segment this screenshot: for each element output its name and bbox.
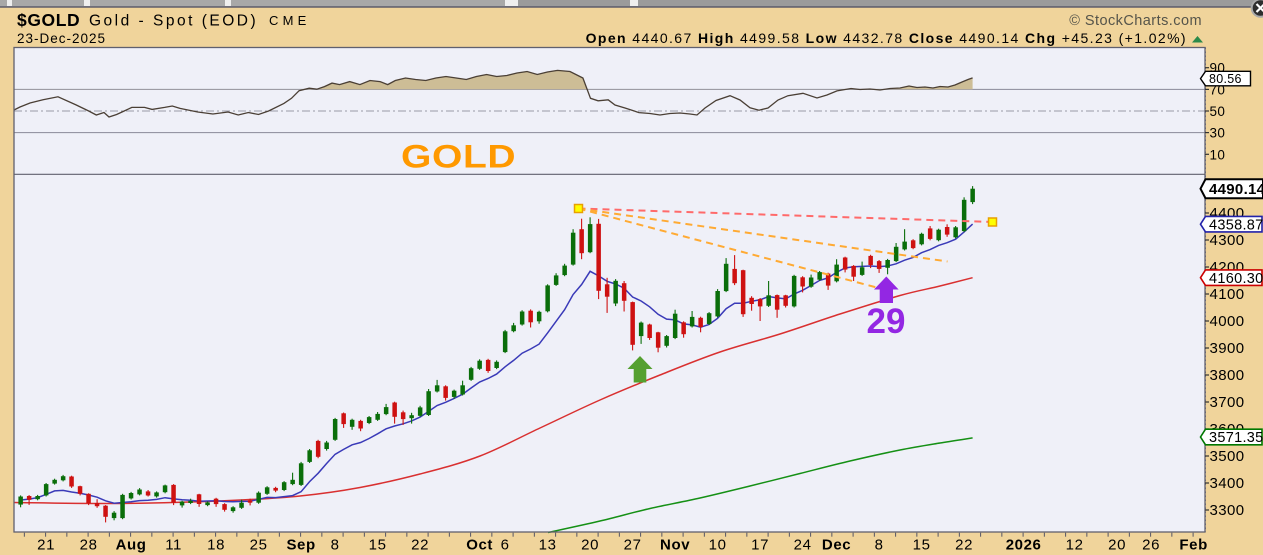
svg-text:22: 22: [955, 537, 973, 554]
svg-text:13: 13: [539, 537, 557, 554]
svg-text:80.56: 80.56: [1209, 72, 1242, 86]
svg-text:29: 29: [867, 302, 906, 341]
svg-text:27: 27: [624, 537, 642, 554]
svg-text:10: 10: [1210, 147, 1226, 162]
svg-text:25: 25: [250, 537, 268, 554]
svg-text:3800: 3800: [1210, 367, 1245, 384]
svg-text:15: 15: [913, 537, 931, 554]
svg-text:Oct: Oct: [466, 537, 493, 554]
svg-text:20: 20: [581, 537, 599, 554]
svg-text:Dec: Dec: [822, 537, 851, 554]
svg-text:Gold - Spot (EOD): Gold - Spot (EOD): [89, 13, 258, 30]
svg-text:50: 50: [1210, 104, 1226, 119]
svg-text:11: 11: [165, 537, 182, 554]
svg-text:4490.14: 4490.14: [1209, 181, 1263, 198]
svg-text:4300: 4300: [1210, 232, 1245, 249]
svg-text:Nov: Nov: [660, 537, 690, 554]
svg-text:30: 30: [1210, 126, 1226, 141]
svg-text:24: 24: [794, 537, 812, 554]
svg-text:Sep: Sep: [286, 537, 315, 554]
svg-text:3500: 3500: [1210, 448, 1245, 465]
svg-text:3700: 3700: [1210, 394, 1245, 411]
svg-text:22: 22: [411, 537, 429, 554]
svg-text:$GOLD: $GOLD: [17, 10, 80, 30]
svg-text:CME: CME: [269, 13, 311, 28]
svg-text:10: 10: [709, 537, 727, 554]
svg-text:23-Dec-2025: 23-Dec-2025: [17, 31, 106, 46]
svg-text:26: 26: [1142, 537, 1160, 554]
svg-text:3571.35: 3571.35: [1209, 430, 1263, 446]
svg-text:8: 8: [875, 537, 884, 554]
svg-text:15: 15: [369, 537, 387, 554]
svg-text:3300: 3300: [1210, 502, 1245, 519]
svg-text:3400: 3400: [1210, 475, 1245, 492]
svg-text:4160.30: 4160.30: [1209, 271, 1263, 287]
svg-text:6: 6: [501, 537, 510, 554]
svg-text:21: 21: [37, 537, 55, 554]
svg-text:20: 20: [1108, 537, 1126, 554]
svg-text:8: 8: [331, 537, 340, 554]
svg-text:28: 28: [80, 537, 98, 554]
svg-text:17: 17: [751, 537, 769, 554]
svg-text:18: 18: [207, 537, 225, 554]
svg-text:Open 4440.67 High 4499.58 Lo: Open 4440.67 High 4499.58 Low 4432.78 Cl…: [586, 30, 1187, 46]
svg-text:4000: 4000: [1210, 313, 1245, 330]
svg-text:Aug: Aug: [116, 537, 147, 554]
svg-text:12: 12: [1066, 537, 1084, 554]
svg-text:Feb: Feb: [1179, 537, 1207, 554]
svg-text:© StockCharts.com: © StockCharts.com: [1069, 13, 1202, 29]
svg-text:4100: 4100: [1210, 286, 1245, 303]
svg-text:2026: 2026: [1006, 537, 1042, 554]
svg-text:3900: 3900: [1210, 340, 1245, 357]
svg-text:4358.87: 4358.87: [1209, 217, 1263, 233]
svg-text:GOLD: GOLD: [401, 139, 516, 175]
